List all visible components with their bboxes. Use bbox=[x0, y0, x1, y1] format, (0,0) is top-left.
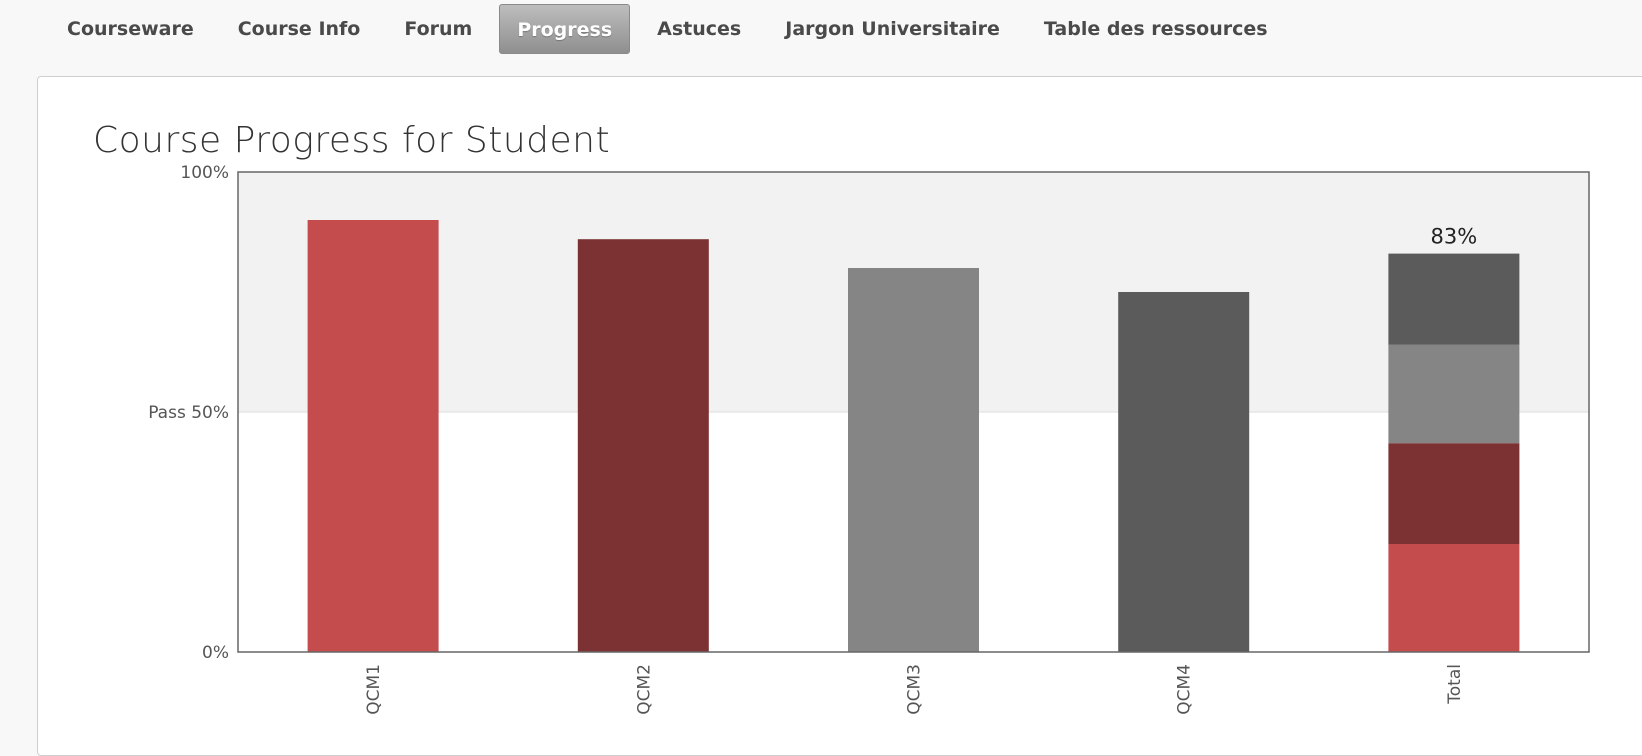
plot-frame bbox=[237, 171, 1590, 653]
course-tabs: Courseware Course Info Forum Progress Astuce… bbox=[50, 4, 1295, 54]
tab-jargon-universitaire[interactable]: Jargon Universitaire bbox=[785, 18, 1000, 40]
bar-total-segment-qcm4 bbox=[1388, 253, 1520, 345]
y-tick-label-0: 0% bbox=[202, 643, 229, 663]
y-tick-label-100: 100% bbox=[180, 163, 229, 183]
bar-total-segment-qcm1 bbox=[1388, 544, 1520, 652]
page-title: Course Progress for Student bbox=[93, 120, 611, 161]
bar-total-segment-qcm3 bbox=[1388, 344, 1520, 444]
tab-course-info[interactable]: Course Info bbox=[237, 18, 361, 40]
bar-qcm1 bbox=[307, 220, 439, 652]
tab-forum[interactable]: Forum bbox=[404, 18, 473, 40]
x-tick-label-total: Total bbox=[1445, 664, 1465, 705]
x-tick-label-qcm4: QCM4 bbox=[1175, 664, 1195, 715]
bar-qcm2 bbox=[577, 239, 709, 652]
tab-astuces[interactable]: Astuces bbox=[657, 18, 742, 40]
x-tick-label-qcm3: QCM3 bbox=[905, 664, 925, 715]
total-value-label: 83% bbox=[1431, 225, 1478, 249]
bar-qcm4 bbox=[1118, 292, 1250, 652]
tab-courseware[interactable]: Courseware bbox=[67, 18, 194, 40]
x-tick-label-qcm1: QCM1 bbox=[364, 664, 384, 715]
tab-table-des-ressources[interactable]: Table des ressources bbox=[1043, 18, 1268, 40]
bar-total-segment-qcm2 bbox=[1388, 443, 1520, 544]
progress-chart: QCM1 QCM2 QCM3 QCM4 83% Total 0% Pass 50% 100% bbox=[148, 163, 1590, 715]
y-tick-label-50: Pass 50% bbox=[148, 403, 229, 423]
x-tick-label-qcm2: QCM2 bbox=[634, 664, 654, 715]
bar-qcm3 bbox=[848, 268, 979, 652]
tab-progress[interactable]: Progress bbox=[499, 4, 631, 54]
